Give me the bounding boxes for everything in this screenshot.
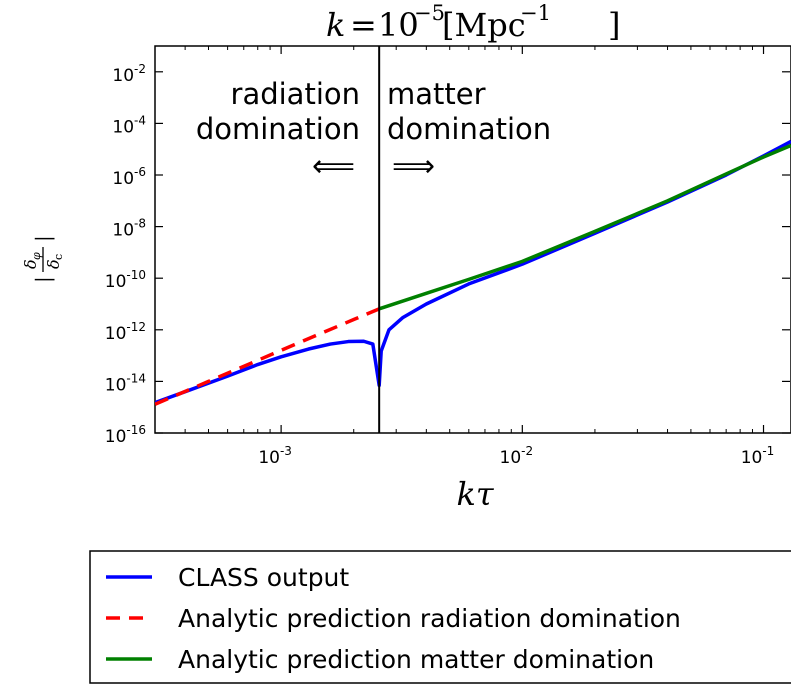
svg-text:−1: −1 xyxy=(520,1,551,25)
series-line-2 xyxy=(378,143,791,311)
x-tick-label-2: 10-1 xyxy=(741,444,775,468)
y-tick-label-5: 10-6 xyxy=(112,165,146,189)
plot-area xyxy=(154,45,791,434)
right-arrow: ⟹ xyxy=(392,149,435,184)
annotation-radiation: radiation xyxy=(231,77,360,111)
svg-text:10: 10 xyxy=(378,6,419,44)
left-arrow: ⟸ xyxy=(312,149,355,184)
y-tick-label-4: 10-8 xyxy=(112,217,146,241)
x-axis-ticks: 10-3 10-2 10-1 xyxy=(258,46,774,468)
svg-text:=: = xyxy=(350,6,377,44)
y-tick-label-3: 10-10 xyxy=(105,268,146,292)
regime-annotations: radiation domination ⟸ matter domination… xyxy=(196,77,551,184)
svg-text:−5: −5 xyxy=(414,1,445,25)
series-line-1 xyxy=(155,307,380,406)
y-tick-label-0: 10-16 xyxy=(105,423,146,447)
svg-text:c: c xyxy=(52,254,65,260)
svg-text:|: | xyxy=(31,235,56,242)
series-layer xyxy=(155,139,791,406)
annotation-radiation-domination: domination xyxy=(196,112,360,146)
minor-ticks xyxy=(154,46,753,433)
legend-label-0: CLASS output xyxy=(178,563,349,592)
y-tick-label-1: 10-14 xyxy=(105,371,146,395)
svg-text:]: ] xyxy=(608,6,620,44)
y-tick-label-6: 10-4 xyxy=(112,113,146,137)
x-axis-label: kτ xyxy=(456,475,494,513)
svg-text:δ: δ xyxy=(21,259,40,269)
y-axis-label: | δ φ δ c | xyxy=(21,235,65,283)
legend-label-2: Analytic prediction matter domination xyxy=(178,645,654,674)
svg-text:[Mpc: [Mpc xyxy=(442,6,526,44)
annotation-matter-domination: domination xyxy=(387,112,551,146)
chart-title: k = 10 −5 [Mpc −1 ] xyxy=(326,1,620,44)
y-axis-ticks: 10-16 10-14 10-12 10-10 10-8 10-6 10-4 10-2 xyxy=(105,62,790,447)
y-tick-label-7: 10-2 xyxy=(112,62,146,86)
legend: CLASS output Analytic prediction radiatio… xyxy=(89,550,791,684)
legend-label-1: Analytic prediction radiation domination xyxy=(178,604,681,633)
svg-text:k: k xyxy=(326,6,345,44)
x-tick-label-0: 10-3 xyxy=(258,444,292,468)
legend-box xyxy=(89,550,791,684)
y-tick-label-2: 10-12 xyxy=(105,320,146,344)
svg-text:φ: φ xyxy=(30,252,43,260)
x-tick-label-1: 10-2 xyxy=(500,444,534,468)
annotation-matter: matter xyxy=(387,77,486,111)
svg-text:δ: δ xyxy=(44,259,63,269)
svg-text:|: | xyxy=(31,276,56,283)
